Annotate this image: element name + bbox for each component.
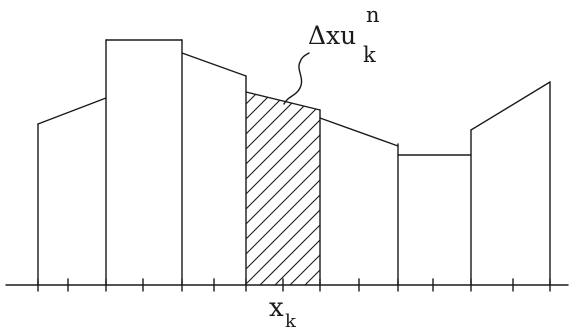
profile-segment xyxy=(319,117,399,147)
cell-boundaries xyxy=(37,39,551,286)
axis-label-subscript: k xyxy=(285,311,297,331)
axis-point-label: x k xyxy=(269,293,297,331)
cell-label-prefix: Δxu xyxy=(308,21,356,50)
solution-profile xyxy=(37,39,551,156)
axis-label-base: x xyxy=(269,293,284,323)
cell-hatching xyxy=(246,92,320,285)
label-leader xyxy=(283,52,310,105)
profile-segment xyxy=(245,91,321,111)
profile-segment xyxy=(37,97,107,125)
cell-label: Δxu n k xyxy=(308,3,380,67)
profile-segment xyxy=(470,81,551,131)
profile-segment xyxy=(181,52,247,77)
cell-label-subscript: k xyxy=(363,43,376,67)
cell-label-superscript: n xyxy=(366,3,380,27)
